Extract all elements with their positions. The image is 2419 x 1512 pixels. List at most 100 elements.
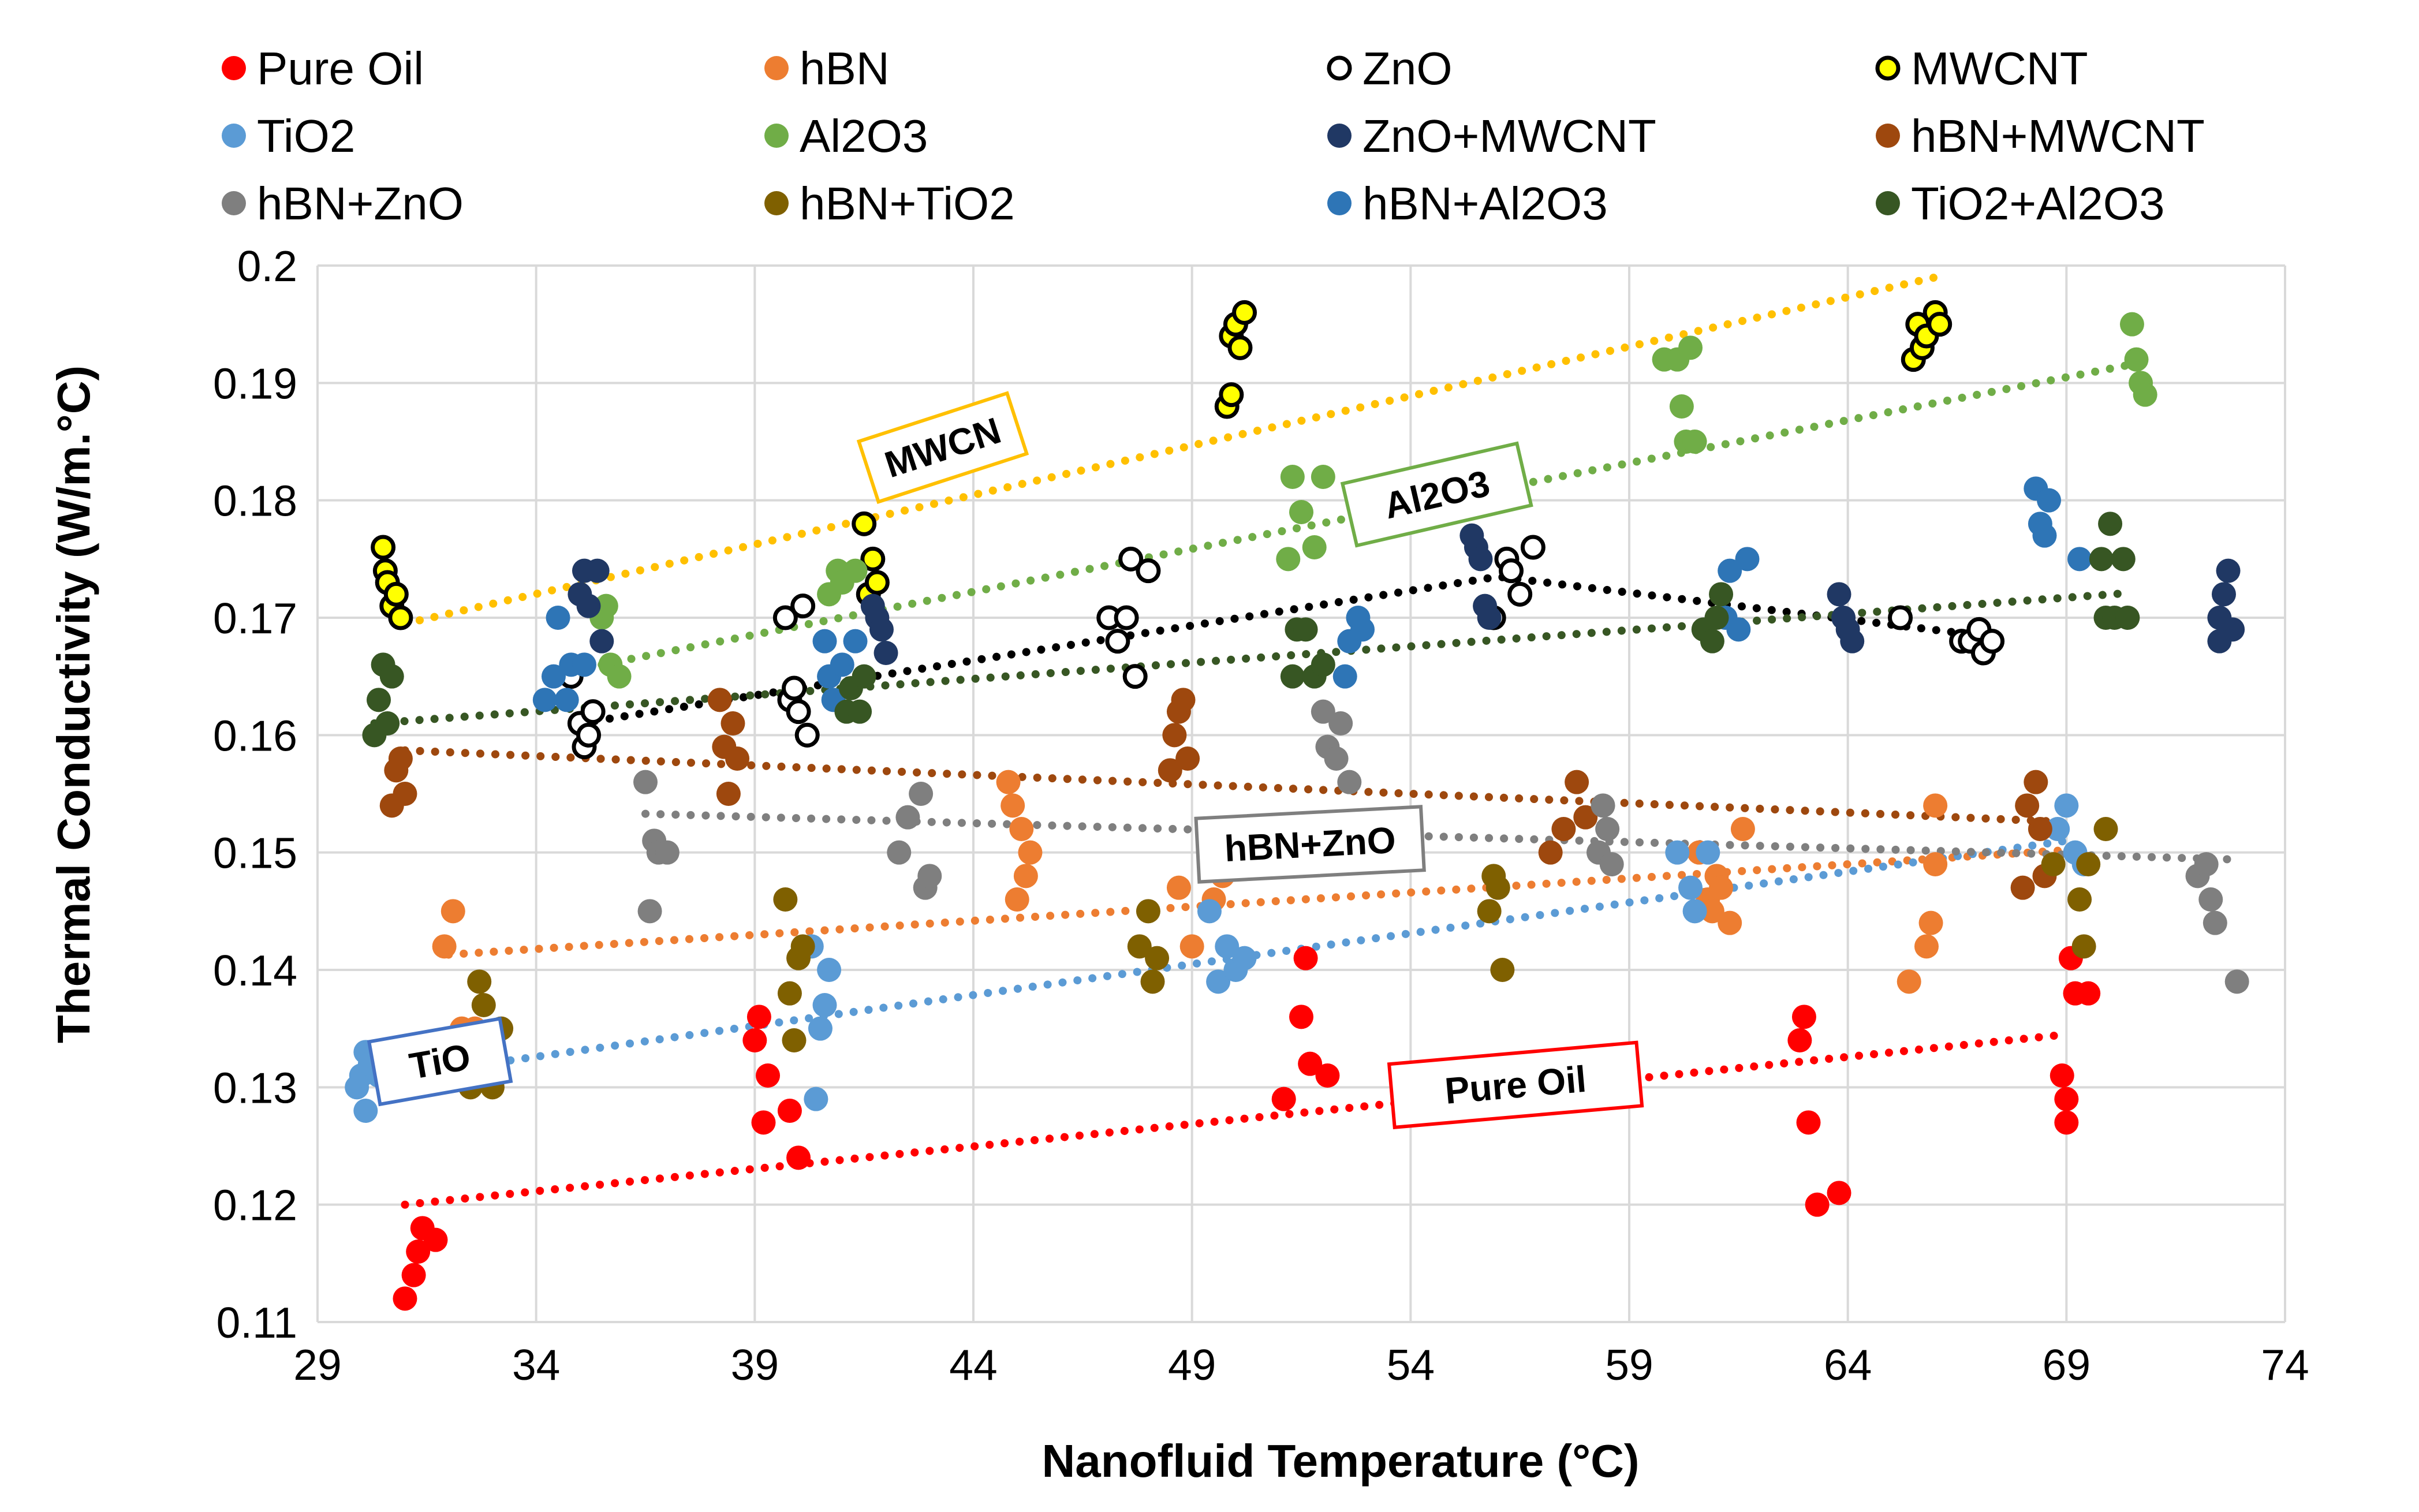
data-point	[572, 652, 596, 677]
data-point	[777, 981, 802, 1006]
trendline	[445, 846, 2071, 959]
data-point	[1796, 1110, 1821, 1135]
data-point	[2071, 934, 2096, 959]
data-point	[764, 191, 789, 215]
data-point	[2067, 887, 2092, 912]
data-point	[1315, 1063, 1340, 1088]
data-point	[1875, 55, 1901, 81]
data-point	[1298, 1051, 1323, 1076]
data-point	[764, 56, 789, 80]
data-point	[852, 511, 877, 536]
data-point	[2089, 547, 2114, 572]
annotation-border	[1387, 1040, 1644, 1130]
data-point	[996, 770, 1021, 794]
data-point	[1005, 887, 1029, 912]
data-point	[2050, 1063, 2074, 1088]
data-point	[1678, 875, 1703, 900]
trendline	[401, 273, 1940, 628]
legend-item: MWCNT	[1875, 43, 2088, 94]
data-point	[1704, 606, 1729, 630]
data-point	[1136, 558, 1161, 584]
data-point	[607, 664, 632, 689]
data-point	[782, 1028, 807, 1052]
data-point	[2194, 852, 2219, 876]
data-point	[1726, 617, 1751, 642]
data-point	[764, 124, 789, 148]
data-point	[2093, 817, 2118, 841]
data-point	[393, 1286, 417, 1311]
legend-label: hBN+Al2O3	[1362, 178, 1608, 229]
trendline	[357, 837, 2071, 1086]
legend-label: hBN	[800, 43, 890, 94]
data-point	[1700, 899, 1724, 924]
legend-label: ZnO	[1362, 43, 1453, 94]
data-point	[2211, 582, 2236, 607]
trendline	[641, 809, 2241, 864]
data-point	[1827, 1181, 1851, 1205]
data-point	[812, 993, 837, 1017]
data-point	[887, 840, 912, 865]
data-point	[1219, 382, 1244, 408]
data-point	[1166, 875, 1191, 900]
annotation-box: TiO	[367, 1016, 513, 1107]
data-point	[1206, 969, 1231, 994]
data-point	[804, 1087, 828, 1111]
data-point	[1591, 793, 1615, 818]
data-point	[2124, 347, 2149, 372]
data-point	[917, 864, 942, 888]
data-point	[2054, 1087, 2079, 1111]
data-point	[580, 699, 606, 725]
data-point	[1175, 746, 1200, 771]
data-point	[843, 558, 868, 583]
data-point	[222, 56, 246, 80]
x-tick-label: 34	[512, 1341, 560, 1389]
data-point	[1595, 817, 1620, 841]
data-point	[2115, 606, 2140, 630]
data-point	[1468, 547, 1493, 572]
data-point	[2024, 770, 2048, 794]
data-point	[546, 606, 570, 630]
data-point	[1215, 934, 1240, 959]
x-tick-label: 39	[731, 1341, 779, 1389]
data-point	[773, 887, 798, 912]
data-point	[1876, 191, 1900, 215]
data-point	[2203, 910, 2227, 935]
annotation-box: hBN+ZnO	[1194, 805, 1426, 884]
data-point	[1538, 840, 1563, 865]
legend-item: TiO2	[222, 110, 355, 162]
data-point	[1280, 465, 1305, 489]
legend-label: hBN+TiO2	[800, 178, 1015, 229]
data-point	[589, 629, 614, 654]
legend-item: Al2O3	[764, 110, 928, 162]
data-point	[1232, 946, 1257, 970]
data-point	[593, 593, 618, 618]
data-point	[1311, 652, 1335, 677]
data-point	[367, 688, 391, 712]
data-point	[1888, 605, 1913, 630]
y-tick-label: 0.15	[213, 829, 297, 878]
legend-label: TiO2+Al2O3	[1911, 178, 2164, 229]
data-point	[1678, 335, 1703, 360]
data-point	[1507, 581, 1533, 607]
data-point	[1289, 1005, 1313, 1029]
legend-label: MWCNT	[1911, 43, 2088, 94]
data-point	[1158, 758, 1182, 783]
legend-item: hBN+ZnO	[222, 178, 464, 229]
data-point	[383, 581, 409, 607]
data-point	[375, 711, 400, 736]
legend-item: hBN	[764, 43, 890, 94]
data-point	[852, 664, 876, 689]
data-point	[1827, 582, 1851, 607]
data-point	[751, 1110, 776, 1135]
data-point	[585, 558, 610, 583]
legend-item: hBN+TiO2	[764, 178, 1015, 229]
data-point	[2041, 852, 2066, 876]
data-point	[576, 593, 601, 618]
annotation-box: Al2O3	[1340, 441, 1533, 548]
data-point	[1735, 547, 1760, 572]
x-tick-label: 69	[2043, 1341, 2091, 1389]
data-point	[1490, 958, 1515, 982]
data-point	[1327, 124, 1352, 148]
data-point	[2054, 1110, 2079, 1135]
data-point	[725, 746, 750, 771]
